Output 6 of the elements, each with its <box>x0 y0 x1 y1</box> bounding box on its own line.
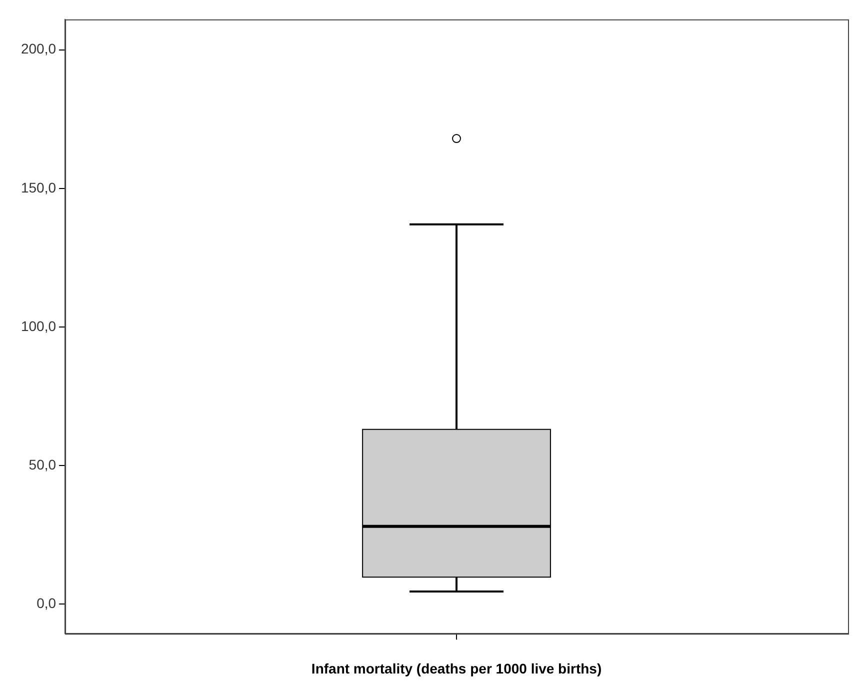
y-tick-label: 0,0 <box>36 594 56 611</box>
y-tick-label: 150,0 <box>20 179 56 196</box>
y-tick-label: 100,0 <box>20 318 56 334</box>
y-tick-label: 200,0 <box>20 40 56 57</box>
x-axis-title: Infant mortality (deaths per 1000 live births) <box>311 660 602 676</box>
y-tick-label: 50,0 <box>28 456 56 472</box>
